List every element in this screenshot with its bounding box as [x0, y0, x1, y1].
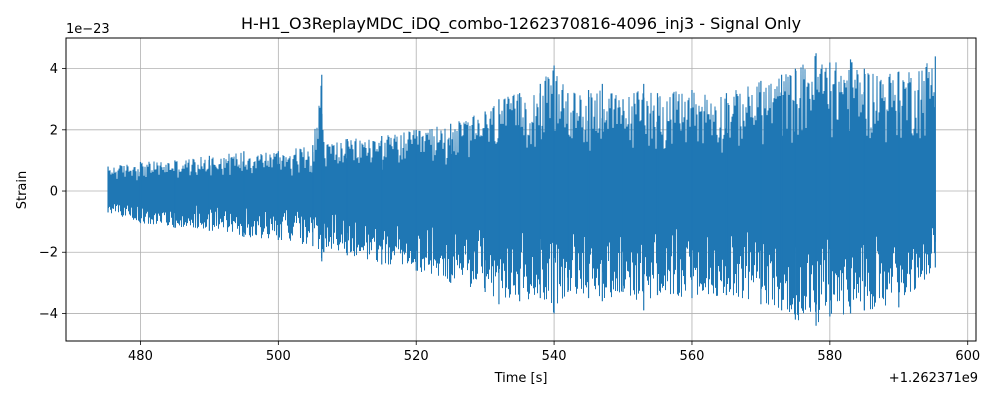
x-tick-label: 560 [680, 349, 705, 364]
x-tick-label: 580 [817, 349, 842, 364]
x-tick-label: 540 [542, 349, 567, 364]
signal-series [107, 53, 936, 326]
y-multiplier-label: 1e−23 [66, 22, 110, 37]
x-axis-ticks: 480 500 520 540 560 580 600 [128, 341, 980, 364]
x-tick-label: 480 [128, 349, 153, 364]
y-tick-label: 0 [50, 185, 58, 200]
signal-line [107, 56, 936, 323]
y-axis-ticks: −4 −2 0 2 4 [39, 62, 66, 322]
y-tick-label: −2 [39, 246, 58, 261]
x-tick-label: 500 [266, 349, 291, 364]
y-tick-label: 4 [50, 62, 58, 77]
x-tick-label: 520 [404, 349, 429, 364]
x-axis-label: Time [s] [494, 371, 548, 386]
y-tick-label: 2 [50, 123, 58, 138]
y-tick-label: −4 [39, 307, 58, 322]
x-tick-label: 600 [955, 349, 980, 364]
plot-frame [65, 37, 977, 342]
y-axis-label: Strain [15, 171, 30, 210]
x-offset-label: +1.262371e9 [889, 371, 978, 386]
chart-title: H-H1_O3ReplayMDC_iDQ_combo-1262370816-40… [241, 14, 801, 34]
